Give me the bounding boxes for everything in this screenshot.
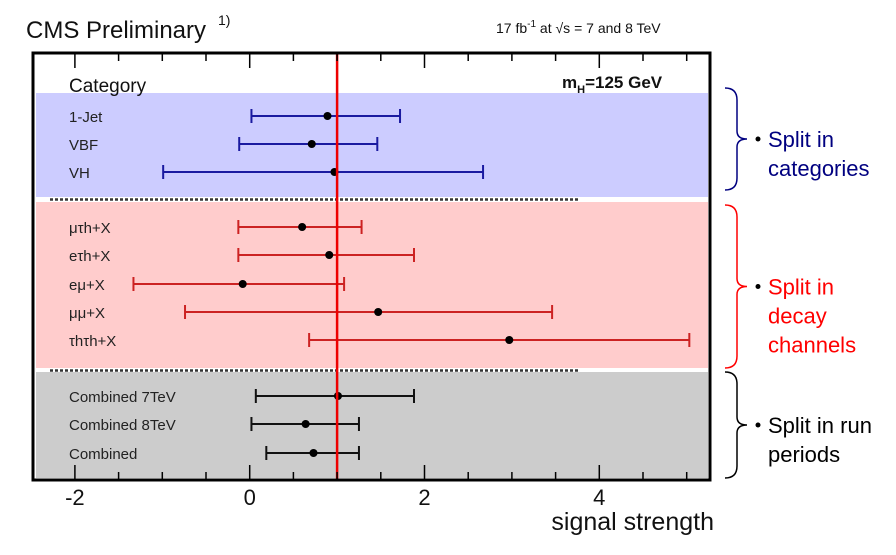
- luminosity-label: 17 fb-1 at √s = 7 and 8 TeV: [496, 19, 661, 36]
- x-tick-label: -2: [65, 485, 85, 510]
- group-annotation: Split in decay channels: [768, 275, 856, 358]
- chart-title: CMS Preliminary: [26, 17, 206, 44]
- data-point: [238, 280, 247, 288]
- row-label: VH: [69, 165, 90, 182]
- row-label: μμ+X: [69, 305, 105, 322]
- title-footnote: 1): [218, 12, 230, 28]
- row-label: eμ+X: [69, 277, 105, 294]
- x-tick-label: 2: [418, 485, 430, 510]
- row-label: τhτh+X: [69, 333, 116, 350]
- row-label: μτh+X: [69, 220, 111, 237]
- annotation-line: channels: [768, 333, 856, 358]
- x-axis-label: signal strength: [551, 508, 714, 536]
- data-point: [374, 308, 383, 316]
- data-point: [298, 223, 307, 231]
- plot-frame: [31, 51, 712, 482]
- row-label: VBF: [69, 137, 98, 154]
- annotation-line: decay: [768, 304, 827, 329]
- row-label: 1-Jet: [69, 109, 103, 126]
- group-band: [36, 372, 708, 478]
- data-point: [323, 112, 332, 120]
- row-label: Combined 7TeV: [69, 389, 176, 406]
- data-point: [301, 420, 310, 428]
- group-brace: [724, 204, 748, 369]
- x-tick-label: 4: [593, 485, 605, 510]
- annotation-line: categories: [768, 156, 870, 181]
- bullet-icon: [755, 136, 761, 142]
- column-header: Category: [69, 76, 147, 97]
- bullet-icon: [755, 284, 761, 289]
- group-annotation: Split in run periods: [768, 413, 872, 467]
- x-tick-label: 0: [244, 485, 256, 510]
- mass-label: mH=125 GeV: [562, 73, 663, 96]
- row-label: eτh+X: [69, 248, 110, 265]
- data-point: [325, 251, 334, 259]
- annotation-line: Split in run: [768, 413, 872, 438]
- annotation-line: Split in: [768, 127, 834, 152]
- group-annotation: Split in categories: [768, 127, 870, 181]
- annotation-line: Split in: [768, 275, 834, 300]
- row-label: Combined: [69, 446, 137, 463]
- bullet-icon: [755, 422, 761, 428]
- group-brace: [724, 371, 748, 479]
- data-point: [309, 449, 318, 457]
- data-point: [307, 140, 316, 148]
- annotation-line: periods: [768, 442, 840, 467]
- group-brace: [724, 87, 748, 191]
- row-label: Combined 8TeV: [69, 417, 176, 434]
- data-point: [505, 336, 514, 344]
